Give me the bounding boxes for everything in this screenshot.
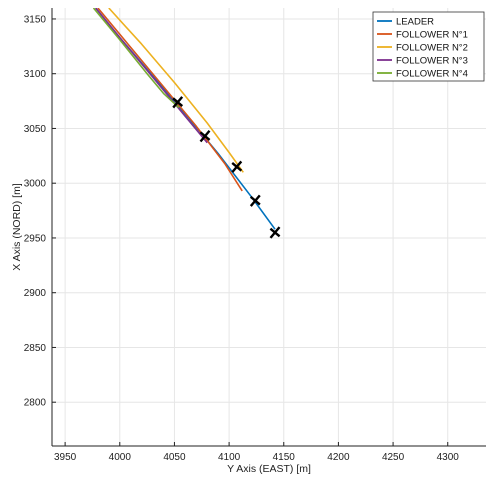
series-line (92, 8, 180, 109)
legend-entry: FOLLOWER N°2 (396, 42, 468, 53)
x-tick-label: 4100 (218, 452, 241, 463)
y-tick-label: 2850 (24, 343, 47, 354)
x-tick-label: 3950 (54, 452, 77, 463)
y-tick-label: 2800 (24, 398, 47, 409)
series-line (108, 8, 244, 173)
y-tick-label: 3000 (24, 179, 47, 190)
legend-entry: LEADER (396, 16, 434, 27)
x-tick-label: 4200 (327, 452, 350, 463)
y-tick-label: 3150 (24, 14, 47, 25)
x-tick-label: 4250 (382, 452, 405, 463)
series-line (95, 8, 208, 144)
aircraft-marker (231, 160, 243, 173)
x-tick-label: 4150 (273, 452, 296, 463)
aircraft-wings (172, 97, 184, 107)
aircraft-wings (231, 162, 243, 172)
aircraft-wings (269, 227, 281, 238)
aircraft-marker (269, 226, 281, 239)
y-tick-label: 2900 (24, 288, 47, 299)
aircraft-marker (172, 96, 184, 109)
legend-entry: FOLLOWER N°3 (396, 55, 468, 66)
legend-entry: FOLLOWER N°1 (396, 29, 468, 40)
aircraft-marker (199, 129, 211, 143)
series-line (97, 8, 243, 192)
marker-layer (172, 96, 281, 239)
y-axis-label: X Axis (NORD) [m] (11, 183, 23, 271)
aircraft-wings (249, 195, 261, 206)
legend: LEADER FOLLOWER N°1 FOLLOWER N°2 FOLLOWER N… (372, 11, 485, 82)
y-tick-label: 3050 (24, 124, 47, 135)
x-tick-label: 4300 (437, 452, 460, 463)
axes (51, 8, 486, 447)
y-tick-label: 2950 (24, 233, 47, 244)
x-tick-label: 4050 (163, 452, 186, 463)
series-layer (92, 8, 276, 230)
x-tick-label: 4000 (109, 452, 132, 463)
aircraft-marker (249, 194, 261, 207)
aircraft-wings (199, 131, 211, 141)
tick-labels: 3950 4000 4050 4100 4150 4200 4250 4300 2800 2850… (24, 14, 460, 463)
y-tick-label: 3100 (24, 69, 47, 80)
x-axis-label: Y Axis (EAST) [m] (227, 463, 311, 475)
legend-entry: FOLLOWER N°4 (396, 68, 468, 79)
